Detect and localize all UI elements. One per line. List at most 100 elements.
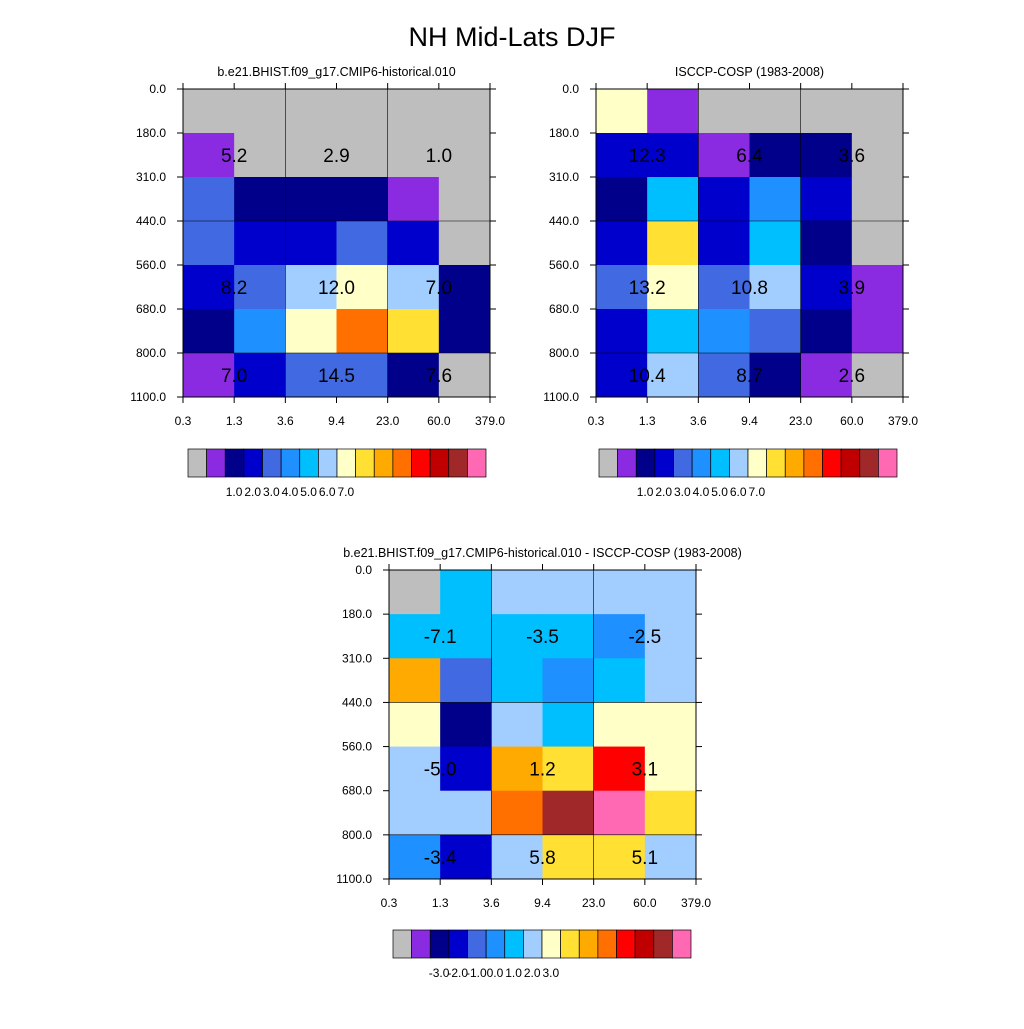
- heatmap-cell: [438, 89, 491, 134]
- heatmap-cell: [438, 309, 491, 354]
- colorbar-swatch: [411, 448, 431, 478]
- heatmap-cell: [647, 309, 699, 354]
- heatmap-cell: [387, 309, 440, 354]
- colorbar-swatch: [654, 448, 674, 478]
- y-tick-label: 310.0: [549, 170, 579, 184]
- heatmap-cell: [698, 133, 750, 178]
- colorbar-label: 2.0: [524, 966, 541, 980]
- y-tick-label: 680.0: [342, 784, 372, 798]
- heatmap-cell: [800, 309, 853, 354]
- colorbar-swatch: [392, 929, 412, 959]
- colorbar-swatch: [560, 929, 580, 959]
- colorbar-swatch: [617, 448, 637, 478]
- colorbar-swatch: [411, 929, 431, 959]
- cell-value-label: 14.5: [318, 366, 355, 387]
- heatmap-cell: [542, 570, 595, 615]
- heatmap-cell: [542, 658, 595, 703]
- figure-title: NH Mid-Lats DJF: [408, 22, 615, 52]
- heatmap-cell: [698, 177, 750, 222]
- colorbar-swatch: [729, 448, 749, 478]
- colorbar-swatch: [710, 448, 730, 478]
- colorbar-swatch: [616, 929, 636, 959]
- colorbar-label: 7.0: [337, 485, 354, 499]
- y-tick-label: 180.0: [549, 126, 579, 140]
- colorbar-label: 1.0: [505, 966, 522, 980]
- heatmap-cell: [387, 133, 440, 178]
- heatmap-cell: [438, 133, 491, 178]
- heatmap-cell: [336, 133, 389, 178]
- x-tick-label: 60.0: [427, 414, 451, 428]
- y-tick-label: 310.0: [136, 170, 166, 184]
- heatmap-cell: [698, 353, 750, 398]
- heatmap-cell: [749, 265, 802, 310]
- heatmap-cell: [285, 89, 337, 134]
- colorbar-label: 4.0: [282, 485, 299, 499]
- heatmap-cell: [851, 177, 904, 222]
- colorbar-swatch: [318, 448, 338, 478]
- heatmap-cell: [234, 353, 286, 398]
- heatmap-cell: [183, 221, 235, 266]
- heatmap-cell: [387, 353, 440, 398]
- colorbar-label: 4.0: [693, 485, 710, 499]
- heatmap-cell: [336, 265, 389, 310]
- heatmap-cell: [438, 265, 491, 310]
- heatmap-cell: [749, 177, 802, 222]
- colorbar-swatch: [467, 448, 487, 478]
- heatmap-cell: [387, 89, 440, 134]
- heatmap-cell: [183, 177, 235, 222]
- heatmap-cell: [389, 746, 441, 792]
- heatmap-cell: [234, 89, 286, 134]
- heatmap-cell: [644, 614, 697, 659]
- heatmap-cell: [851, 265, 904, 310]
- x-tick-label: 23.0: [582, 896, 606, 910]
- heatmap-cell: [851, 133, 904, 178]
- heatmap-cell: [183, 133, 235, 178]
- colorbar-swatch: [672, 929, 692, 959]
- heatmap-cell: [593, 702, 646, 748]
- colorbar: 1.0 2.0 3.0 4.0 5.0 6.0 7.0: [598, 448, 898, 499]
- y-tick-label: 0.0: [149, 82, 166, 96]
- y-tick-label: 560.0: [549, 258, 579, 272]
- heatmap-cell: [644, 790, 697, 836]
- heatmap-cell: [336, 309, 389, 354]
- y-tick-label: 0.0: [562, 82, 579, 96]
- heatmap-cell: [440, 834, 492, 880]
- colorbar-swatch: [634, 929, 655, 959]
- colorbar-label: -1.0: [466, 966, 487, 980]
- heatmap-cell: [851, 353, 904, 398]
- x-tick-label: 60.0: [840, 414, 864, 428]
- y-tick-label: 0.0: [355, 563, 372, 577]
- colorbar-label: -3.0: [429, 966, 450, 980]
- cell-value-label: -7.1: [424, 627, 457, 648]
- colorbar-swatch: [485, 929, 506, 959]
- heatmap-cell: [698, 309, 750, 354]
- colorbar-swatch: [859, 448, 879, 478]
- x-tick-label: 0.3: [588, 414, 605, 428]
- panel-1: b.e21.BHIST.f09_g17.CMIP6-historical.010…: [130, 65, 505, 499]
- colorbar-swatch: [448, 929, 468, 959]
- colorbar-swatch: [673, 448, 693, 478]
- cell-value-label: 5.2: [221, 146, 247, 167]
- heatmap-cell: [647, 89, 699, 134]
- heatmap-cell: [491, 746, 543, 792]
- heatmap-cell: [644, 746, 697, 792]
- colorbar-swatch: [747, 448, 767, 478]
- heatmap-cell: [440, 570, 492, 615]
- heatmap-cell: [800, 265, 853, 310]
- colorbar-swatch: [429, 929, 450, 959]
- x-tick-label: 23.0: [789, 414, 813, 428]
- y-tick-label: 800.0: [342, 828, 372, 842]
- heatmap-cell: [491, 614, 543, 659]
- heatmap-cell: [440, 658, 492, 703]
- colorbar-swatch: [299, 448, 319, 478]
- heatmap-cell: [438, 353, 491, 398]
- colorbar-label: 2.0: [244, 485, 261, 499]
- colorbar-swatch: [243, 448, 263, 478]
- colorbar-swatch: [840, 448, 861, 478]
- heatmap-cell: [593, 746, 646, 792]
- heatmap-cell: [183, 309, 235, 354]
- colorbar-label: 5.0: [711, 485, 728, 499]
- heatmap-cell: [593, 614, 646, 659]
- heatmap-cell: [596, 309, 648, 354]
